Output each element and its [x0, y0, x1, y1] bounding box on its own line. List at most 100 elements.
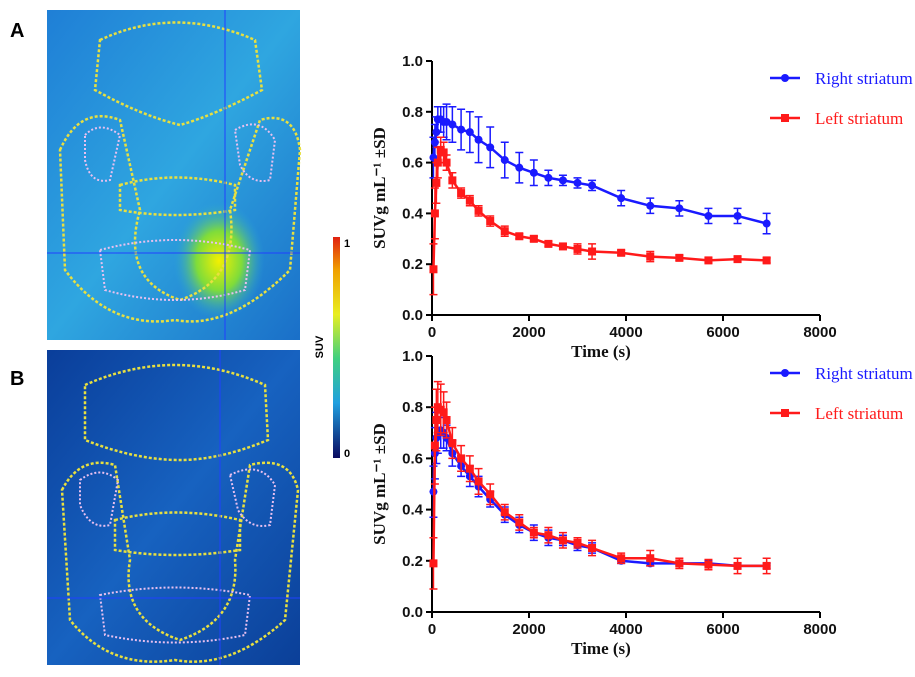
colorbar-tick-label: 0: [344, 448, 350, 460]
x-tick-label: 2000: [512, 324, 545, 341]
x-tick-label: 4000: [609, 324, 642, 341]
hotspot: [47, 10, 300, 340]
y-tick-label: 0.0: [402, 604, 423, 621]
x-tick-label: 6000: [706, 621, 739, 638]
marker: [704, 256, 713, 265]
series-line: [432, 428, 767, 568]
marker: [733, 561, 742, 570]
panel-label: A: [10, 20, 24, 42]
marker: [465, 128, 474, 137]
marker: [588, 544, 597, 552]
y-tick-label: 0.8: [402, 399, 423, 416]
x-tick-label: 8000: [803, 324, 836, 341]
marker: [515, 232, 524, 241]
marker: [486, 143, 495, 152]
y-axis-label: SUVg mL⁻¹ ±SD: [370, 423, 389, 545]
marker: [617, 554, 626, 563]
marker: [433, 158, 442, 167]
marker: [432, 416, 441, 424]
y-tick-label: 0.2: [402, 256, 423, 273]
marker: [500, 156, 509, 165]
marker: [558, 536, 567, 545]
marker: [500, 508, 509, 517]
y-tick-label: 0.6: [402, 450, 423, 467]
marker: [762, 256, 771, 265]
x-tick-label: 2000: [512, 621, 545, 638]
marker: [646, 201, 655, 210]
marker: [733, 211, 742, 220]
marker: [439, 148, 448, 157]
marker: [588, 247, 597, 256]
x-axis-label: Time (s): [571, 639, 631, 658]
pet-image-a: [47, 10, 302, 340]
y-tick-label: 0.2: [402, 553, 423, 570]
marker: [474, 206, 483, 215]
series-line: [432, 404, 767, 568]
marker: [465, 464, 474, 473]
y-tick-label: 1.0: [402, 348, 423, 365]
marker: [646, 554, 655, 563]
marker: [529, 234, 538, 243]
legend-label: Left striatum: [815, 109, 903, 128]
marker: [457, 454, 466, 463]
marker: [474, 477, 483, 486]
marker: [675, 204, 684, 213]
legend-marker: [781, 74, 789, 82]
marker: [733, 255, 742, 264]
marker: [448, 120, 457, 129]
y-tick-label: 0.0: [402, 307, 423, 324]
marker: [429, 265, 438, 274]
colorbar-tick-label: 1: [344, 238, 350, 250]
marker: [448, 439, 457, 448]
marker: [457, 125, 466, 134]
legend-label: Left striatum: [815, 404, 903, 423]
legend-marker: [781, 369, 789, 377]
y-tick-label: 0.6: [402, 155, 423, 172]
series: Left striatum: [429, 109, 903, 296]
marker: [617, 194, 626, 203]
panel-label: B: [10, 368, 24, 390]
marker: [544, 531, 553, 540]
marker: [646, 252, 655, 261]
roi-outlines: [60, 363, 300, 663]
marker: [465, 196, 474, 205]
colorbar: [333, 237, 340, 458]
marker: [573, 244, 582, 253]
marker: [704, 211, 713, 220]
marker: [457, 189, 466, 198]
marker: [515, 163, 524, 172]
image-bg: [47, 350, 300, 665]
marker: [430, 441, 439, 450]
marker: [544, 173, 553, 182]
legend-label: Right striatum: [815, 364, 913, 383]
marker: [448, 176, 457, 185]
marker: [529, 168, 538, 177]
marker: [704, 560, 713, 569]
series: Right striatum: [429, 364, 913, 570]
series: Right striatum: [429, 69, 913, 235]
marker: [430, 138, 439, 147]
marker: [515, 518, 524, 527]
marker: [442, 416, 451, 424]
x-tick-label: 0: [428, 324, 436, 341]
marker: [500, 227, 509, 236]
colorbar-label: SUV: [314, 335, 326, 358]
roi-inner: [84, 123, 277, 301]
x-tick-label: 8000: [803, 621, 836, 638]
marker: [558, 176, 567, 185]
marker: [762, 219, 771, 228]
marker: [432, 128, 441, 137]
y-tick-label: 0.4: [402, 205, 424, 222]
marker: [474, 135, 483, 144]
marker: [762, 561, 771, 570]
marker: [529, 528, 538, 537]
marker: [432, 178, 441, 187]
marker: [675, 253, 684, 262]
marker: [442, 158, 451, 167]
marker: [430, 209, 439, 218]
marker: [558, 242, 567, 251]
marker: [573, 178, 582, 187]
roi-inner: [79, 468, 277, 644]
marker: [544, 239, 553, 248]
series-line: [432, 147, 767, 270]
